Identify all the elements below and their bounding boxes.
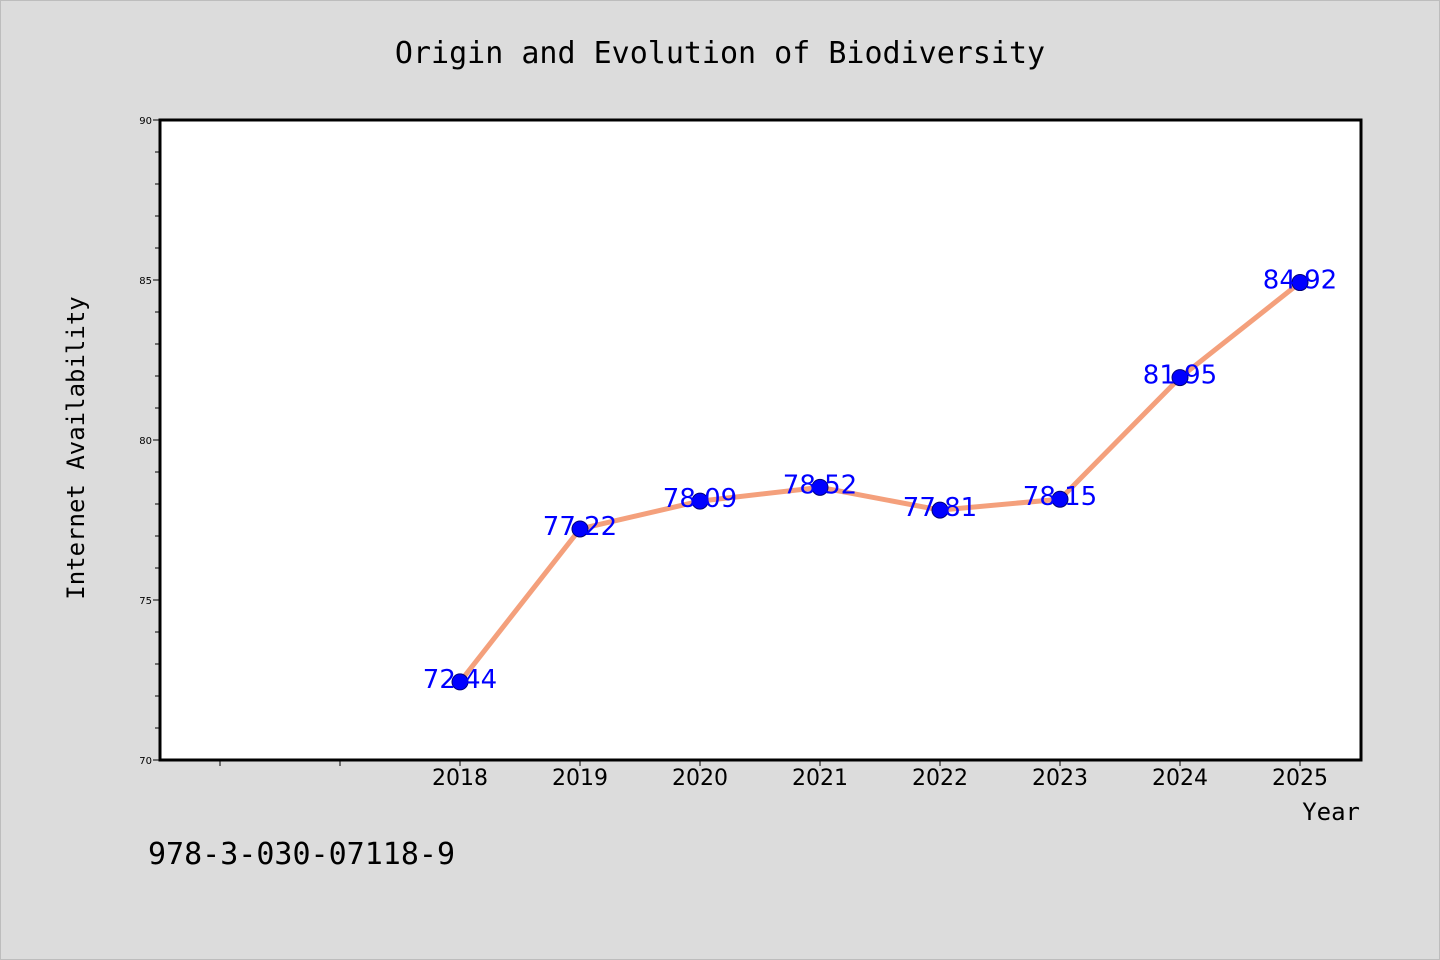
x-tick-label: 2020 xyxy=(672,766,728,791)
y-axis-label: Internet Availability xyxy=(62,296,90,599)
x-tick-label: 2025 xyxy=(1272,766,1328,791)
y-tick-label: 85 xyxy=(139,276,152,287)
footer-isbn: 978-3-030-07118-9 xyxy=(148,837,455,872)
y-tick-label: 70 xyxy=(139,756,152,767)
data-point xyxy=(811,478,829,496)
plot-area xyxy=(158,118,1363,762)
data-point xyxy=(451,673,469,691)
y-tick-label: 90 xyxy=(139,116,152,127)
data-point xyxy=(691,492,709,510)
data-point xyxy=(1051,490,1069,508)
y-axis-ticks: 70 75 80 85 90 xyxy=(139,116,160,767)
data-label: 78.09 xyxy=(663,484,737,514)
data-point xyxy=(1291,274,1309,292)
series-group: 72.44 77.22 78.09 78.52 77.81 78.15 81.95 84.92 xyxy=(423,266,1337,695)
x-tick-label: 2021 xyxy=(792,766,848,791)
x-axis-ticks: 2018 2019 2020 2021 2022 2023 2024 2025 xyxy=(219,760,1328,791)
data-label: 72.44 xyxy=(423,665,497,695)
x-axis-label: Year xyxy=(1302,798,1360,826)
data-label: 81.95 xyxy=(1143,361,1217,391)
data-label: 84.92 xyxy=(1263,266,1337,296)
x-tick-label: 2018 xyxy=(432,766,488,791)
data-label: 77.81 xyxy=(903,493,977,523)
data-label: 78.15 xyxy=(1023,482,1097,512)
y-tick-label: 75 xyxy=(139,596,152,607)
y-tick-label: 80 xyxy=(139,436,152,447)
data-label: 77.22 xyxy=(543,512,617,542)
x-tick-label: 2022 xyxy=(912,766,968,791)
x-tick-label: 2019 xyxy=(552,766,608,791)
data-point xyxy=(571,520,589,538)
data-point xyxy=(1171,369,1189,387)
data-point xyxy=(931,501,949,519)
chart-title: Origin and Evolution of Biodiversity xyxy=(395,36,1045,71)
x-tick-label: 2024 xyxy=(1152,766,1208,791)
x-tick-label: 2023 xyxy=(1032,766,1088,791)
series-line xyxy=(458,280,1302,684)
data-label: 78.52 xyxy=(783,470,857,500)
